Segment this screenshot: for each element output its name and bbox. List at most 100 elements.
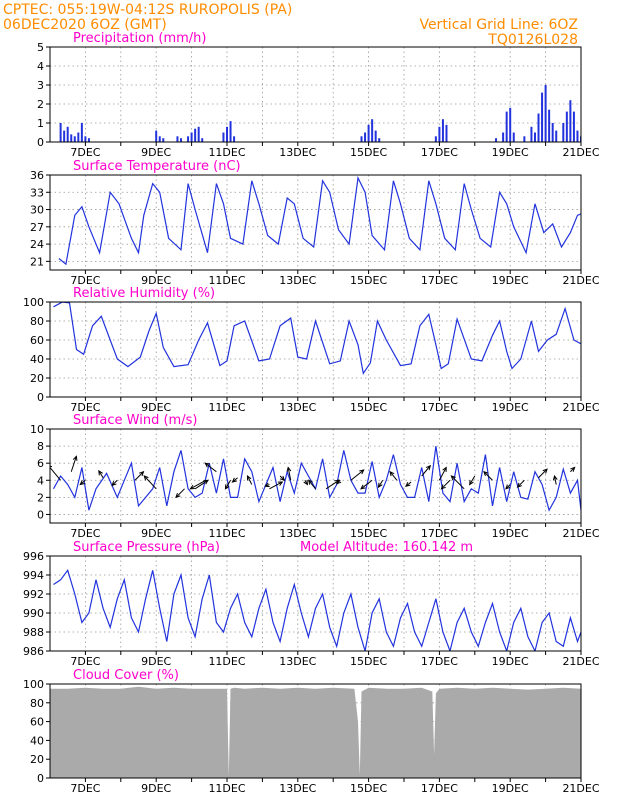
y-tick-label: 3 xyxy=(37,79,44,92)
wind-arrow-shaft xyxy=(50,466,62,481)
wind-arrow xyxy=(134,470,145,481)
plot-area xyxy=(58,175,581,266)
precip-bar xyxy=(80,123,83,142)
wind-arrow xyxy=(483,470,493,481)
wind-arrow-head xyxy=(286,466,292,472)
y-tick-label: 10 xyxy=(30,423,44,436)
y-tick-label: 2 xyxy=(37,98,44,111)
wind-arrow-head xyxy=(224,484,230,490)
wind-arrow xyxy=(360,479,373,490)
precip-bar xyxy=(155,130,158,142)
wind-arrow-head xyxy=(425,464,431,471)
wind-arrow xyxy=(279,475,286,482)
wind-arrow-head xyxy=(505,484,511,490)
wind-arrow-head xyxy=(231,477,237,483)
x-tick-label: 19DEC xyxy=(492,401,529,414)
wind-arrow xyxy=(405,481,412,487)
wind-arrow-shaft xyxy=(134,471,144,481)
x-tick-label: 15DEC xyxy=(350,782,387,795)
y-tick-label: 60 xyxy=(30,334,44,347)
panel-frame xyxy=(49,174,582,271)
precip-bar xyxy=(533,132,536,142)
wind-arrow-head xyxy=(72,455,78,461)
x-tick-label: 15DEC xyxy=(350,401,387,414)
series-line xyxy=(53,302,581,375)
wind-arrow xyxy=(350,469,365,481)
series-line xyxy=(52,446,581,512)
y-tick-label: 100 xyxy=(23,678,44,691)
plot-area xyxy=(53,568,581,651)
precip-bar xyxy=(87,138,90,142)
station-header: CPTEC: 055:19W-04:12S RUROPOLIS (PA) xyxy=(3,2,292,18)
precip-bar xyxy=(374,130,377,142)
wind-arrow xyxy=(143,475,157,490)
y-tick-label: 2 xyxy=(37,491,44,504)
wind-arrow xyxy=(438,466,447,481)
wind-arrow-shaft xyxy=(483,471,493,481)
y-tick-label: 4 xyxy=(37,474,44,487)
y-tick-label: 996 xyxy=(23,550,44,563)
wind-arrow-head xyxy=(442,466,447,472)
series-line xyxy=(53,568,581,651)
precip-bar xyxy=(569,100,572,142)
x-tick-label: 11DEC xyxy=(208,401,245,414)
wind-arrow-shaft xyxy=(441,479,451,490)
panel-title: Precipitation (mm/h) xyxy=(73,31,206,46)
precip-bar xyxy=(73,136,76,142)
wind-arrow-shaft xyxy=(360,479,373,490)
wind-arrow xyxy=(469,475,476,486)
precip-bar xyxy=(562,123,565,142)
precip-bar xyxy=(512,132,515,142)
wind-arrow-shaft xyxy=(325,479,340,490)
wind-arrow-shaft xyxy=(308,479,316,490)
x-tick-label: 17DEC xyxy=(421,146,458,159)
x-tick-label: 13DEC xyxy=(279,655,316,668)
wind-arrow-head xyxy=(246,474,252,481)
x-tick-label: 7DEC xyxy=(70,655,100,668)
x-tick-label: 13DEC xyxy=(279,527,316,540)
wind-arrow-shaft xyxy=(451,475,465,490)
precip-bar xyxy=(555,130,558,142)
y-tick-label: 988 xyxy=(23,626,44,639)
precip-bar xyxy=(565,111,568,142)
wind-arrow-shaft xyxy=(469,475,476,485)
x-tick-label: 21DEC xyxy=(562,401,599,414)
x-tick-label: 13DEC xyxy=(279,401,316,414)
wind-arrow-head xyxy=(79,480,85,486)
wind-arrow-head xyxy=(516,482,522,488)
y-tick-label: 20 xyxy=(30,753,44,766)
y-tick-label: 40 xyxy=(30,353,44,366)
precip-bar xyxy=(548,109,551,142)
wind-arrow-shaft xyxy=(190,479,207,490)
precip-bar xyxy=(179,138,182,142)
precip-bar xyxy=(63,130,66,142)
x-tick-label: 15DEC xyxy=(350,146,387,159)
wind-arrow xyxy=(505,484,511,490)
wind-arrow xyxy=(450,475,465,490)
precip-bar xyxy=(438,126,441,142)
y-tick-label: 994 xyxy=(23,569,44,582)
precip-bar xyxy=(233,136,236,142)
wind-arrow xyxy=(286,466,292,481)
wind-arrow-shaft xyxy=(111,479,118,486)
wind-arrow-head xyxy=(307,479,313,485)
run-date-header: 06DEC2020 6OZ (GMT) xyxy=(3,17,167,33)
wind-arrow xyxy=(336,479,342,485)
precip-bar xyxy=(84,136,87,142)
wind-arrow-head xyxy=(359,469,365,475)
panel-title: Surface Temperature (nC) xyxy=(73,159,241,174)
wind-arrow-shaft xyxy=(517,479,525,488)
precip-bar xyxy=(434,136,437,142)
x-tick-label: 7DEC xyxy=(70,782,100,795)
precip-bar xyxy=(371,119,374,142)
panel-2: 21 24 27 30 33 36 7DEC 9DEC 11DEC 13DEC 15DEC 17DEC… xyxy=(30,159,600,287)
precip-bar xyxy=(70,134,73,142)
panel-1: 0 1 2 3 4 5 7DEC 9DEC 11DEC 13DEC 15DEC 17DEC 19DEC 2… xyxy=(37,31,600,159)
y-tick-label: 60 xyxy=(30,716,44,729)
wind-arrow-shaft xyxy=(438,467,447,481)
x-tick-label: 7DEC xyxy=(70,527,100,540)
wind-arrow-head xyxy=(440,484,446,490)
y-tick-label: 4 xyxy=(37,60,44,73)
plot-area xyxy=(50,446,581,512)
